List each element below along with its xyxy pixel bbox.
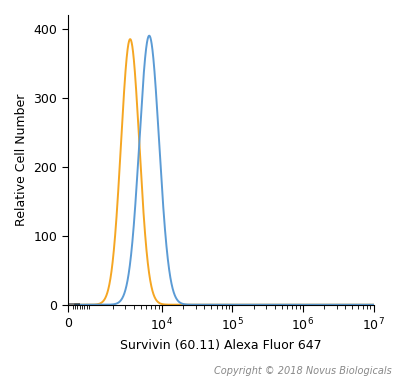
Y-axis label: Relative Cell Number: Relative Cell Number	[15, 94, 28, 226]
X-axis label: Survivin (60.11) Alexa Fluor 647: Survivin (60.11) Alexa Fluor 647	[120, 339, 322, 352]
Text: Copyright © 2018 Novus Biologicals: Copyright © 2018 Novus Biologicals	[214, 366, 392, 376]
